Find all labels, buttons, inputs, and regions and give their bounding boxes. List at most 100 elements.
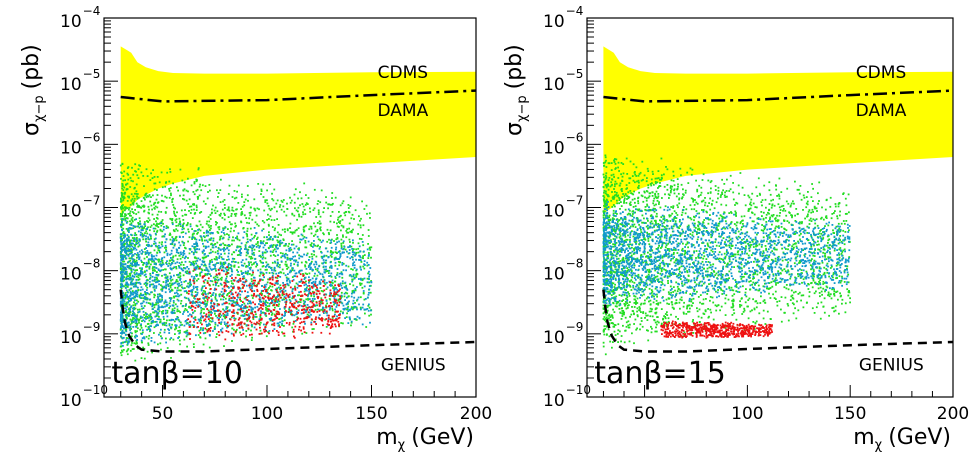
scatter-point-green bbox=[279, 284, 282, 287]
scatter-point-red bbox=[231, 311, 234, 314]
scatter-point-green bbox=[235, 224, 237, 227]
scatter-point-blue bbox=[323, 261, 325, 264]
scatter-point-green bbox=[139, 317, 142, 320]
scatter-point-red bbox=[339, 297, 341, 300]
scatter-point-green bbox=[198, 228, 200, 231]
scatter-point-blue bbox=[310, 313, 312, 316]
scatter-point-green bbox=[293, 263, 296, 266]
scatter-point-green bbox=[268, 224, 270, 227]
scatter-point-blue bbox=[132, 291, 135, 294]
scatter-point-blue bbox=[158, 247, 161, 249]
scatter-point-green bbox=[236, 235, 238, 238]
scatter-point-green bbox=[131, 290, 134, 292]
scatter-point-green bbox=[121, 205, 123, 207]
scatter-point-blue bbox=[310, 300, 313, 302]
scatter-point-red bbox=[309, 306, 312, 309]
scatter-point-blue bbox=[130, 252, 133, 255]
scatter-point-green bbox=[295, 259, 298, 262]
scatter-point-red bbox=[273, 318, 276, 321]
scatter-point-green bbox=[146, 195, 149, 197]
scatter-point-green bbox=[362, 292, 365, 295]
scatter-point-blue bbox=[325, 259, 328, 262]
scatter-point-green bbox=[124, 215, 126, 218]
scatter-point-green bbox=[213, 243, 216, 246]
scatter-point-green bbox=[225, 271, 228, 273]
scatter-point-blue bbox=[231, 273, 233, 276]
scatter-point-green bbox=[278, 303, 280, 306]
scatter-point-blue bbox=[120, 246, 123, 249]
scatter-point-green bbox=[219, 261, 222, 264]
scatter-point-blue bbox=[163, 322, 165, 325]
scatter-point-green bbox=[150, 224, 153, 227]
scatter-point-blue bbox=[182, 305, 184, 307]
scatter-point-green bbox=[341, 218, 344, 221]
scatter-point-green bbox=[128, 196, 130, 199]
scatter-point-green bbox=[135, 299, 138, 302]
scatter-point-blue bbox=[353, 264, 356, 267]
scatter-point-blue bbox=[136, 293, 139, 296]
scatter-point-green bbox=[260, 256, 262, 258]
scatter-point-green bbox=[165, 337, 167, 340]
scatter-point-blue bbox=[324, 271, 326, 274]
scatter-point-green bbox=[245, 232, 248, 235]
scatter-point-blue bbox=[351, 280, 354, 283]
scatter-point-green bbox=[124, 292, 127, 294]
scatter-point-green bbox=[138, 294, 141, 297]
scatter-point-green bbox=[330, 275, 333, 278]
scatter-point-blue bbox=[277, 295, 279, 298]
scatter-point-green bbox=[134, 331, 137, 334]
scatter-point-red bbox=[217, 268, 220, 271]
scatter-point-green bbox=[141, 261, 143, 263]
scatter-point-blue bbox=[289, 269, 292, 272]
scatter-point-green bbox=[153, 243, 155, 245]
scatter-point-blue bbox=[246, 252, 249, 254]
scatter-point-blue bbox=[247, 270, 249, 273]
scatter-point-blue bbox=[196, 288, 199, 291]
scatter-point-blue bbox=[149, 258, 152, 261]
scatter-point-green bbox=[248, 302, 251, 305]
scatter-point-red bbox=[334, 284, 336, 287]
scatter-point-green bbox=[165, 246, 168, 249]
scatter-point-green bbox=[171, 289, 174, 292]
scatter-point-red bbox=[265, 288, 268, 291]
scatter-point-green bbox=[207, 191, 209, 193]
scatter-point-blue bbox=[350, 275, 353, 278]
scatter-point-green bbox=[137, 276, 140, 279]
scatter-point-blue bbox=[265, 304, 267, 306]
scatter-point-green bbox=[272, 272, 275, 275]
scatter-point-blue bbox=[173, 309, 176, 312]
scatter-point-green bbox=[169, 232, 171, 235]
scatter-point-green bbox=[123, 260, 126, 263]
scatter-point-blue bbox=[244, 307, 246, 310]
scatter-point-blue bbox=[173, 266, 176, 269]
scatter-point-blue bbox=[305, 311, 307, 314]
scatter-point-green bbox=[178, 336, 180, 338]
scatter-point-green bbox=[336, 236, 339, 239]
scatter-point-green bbox=[355, 276, 358, 278]
scatter-point-blue bbox=[175, 324, 178, 327]
scatter-point-blue bbox=[132, 268, 135, 271]
scatter-point-green bbox=[242, 227, 245, 229]
scatter-point-green bbox=[223, 296, 225, 298]
scatter-point-green bbox=[188, 236, 191, 239]
scatter-point-green bbox=[200, 268, 203, 271]
scatter-point-green bbox=[223, 263, 226, 266]
scatter-point-green bbox=[263, 273, 265, 276]
scatter-point-green bbox=[314, 233, 317, 236]
scatter-point-blue bbox=[151, 272, 154, 274]
scatter-point-blue bbox=[273, 269, 276, 272]
scatter-point-green bbox=[143, 197, 146, 200]
scatter-point-green bbox=[125, 228, 128, 230]
scatter-point-green bbox=[261, 279, 264, 281]
scatter-point-blue bbox=[151, 255, 154, 258]
scatter-point-red bbox=[330, 292, 332, 295]
scatter-point-green bbox=[172, 197, 174, 200]
scatter-point-blue bbox=[210, 275, 212, 277]
scatter-point-blue bbox=[146, 262, 149, 265]
scatter-point-green bbox=[302, 226, 305, 229]
scatter-point-blue bbox=[344, 281, 347, 284]
scatter-point-green bbox=[304, 241, 307, 244]
scatter-point-blue bbox=[140, 249, 143, 252]
scatter-point-green bbox=[325, 201, 328, 204]
scatter-point-blue bbox=[221, 287, 224, 290]
